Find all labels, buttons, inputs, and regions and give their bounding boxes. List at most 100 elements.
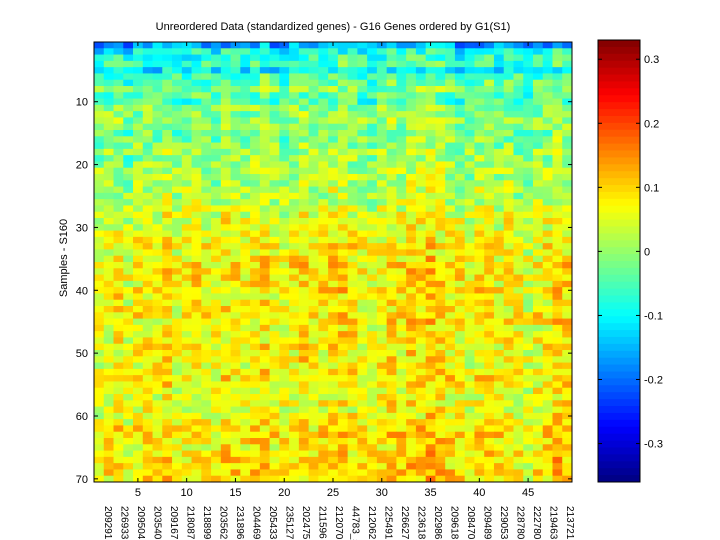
heatmap-cell bbox=[435, 375, 446, 382]
heatmap-cell bbox=[220, 469, 231, 477]
heatmap-cell bbox=[250, 218, 261, 225]
heatmap-cell bbox=[454, 337, 466, 345]
heatmap-cell bbox=[123, 350, 134, 357]
heatmap-cell bbox=[493, 54, 505, 62]
heatmap-cell bbox=[347, 199, 358, 206]
heatmap-cell bbox=[386, 218, 397, 225]
heatmap-cell bbox=[250, 54, 261, 62]
heatmap-cell bbox=[552, 180, 563, 187]
heatmap-cell bbox=[425, 180, 436, 187]
heatmap-cell bbox=[532, 444, 544, 451]
heatmap-cell bbox=[474, 331, 485, 338]
heatmap-cell bbox=[415, 148, 427, 156]
heatmap-cell bbox=[445, 42, 456, 49]
heatmap-cell bbox=[211, 218, 222, 225]
heatmap-cell bbox=[289, 337, 300, 345]
heatmap-cell bbox=[279, 218, 290, 225]
heatmap-cell bbox=[230, 431, 241, 439]
heatmap-cell bbox=[513, 444, 524, 451]
heatmap-cell bbox=[435, 268, 446, 275]
heatmap-cell bbox=[318, 98, 329, 106]
heatmap-cell bbox=[415, 362, 427, 370]
heatmap-cell bbox=[94, 255, 105, 263]
heatmap-cell bbox=[337, 161, 349, 169]
x-gene-label: 209504 bbox=[135, 506, 146, 540]
heatmap-cell bbox=[152, 92, 163, 99]
heatmap-cell bbox=[123, 167, 134, 175]
heatmap-cell bbox=[562, 155, 573, 162]
heatmap-cell bbox=[318, 142, 329, 150]
heatmap-cell bbox=[201, 400, 212, 407]
heatmap-cell bbox=[152, 161, 163, 169]
heatmap-cell bbox=[454, 199, 466, 206]
heatmap-cell bbox=[259, 394, 270, 401]
heatmap-cell bbox=[493, 155, 505, 162]
heatmap-cell bbox=[259, 475, 270, 483]
heatmap-cell bbox=[279, 324, 290, 332]
heatmap-cell bbox=[328, 104, 339, 112]
heatmap-cell bbox=[454, 324, 466, 332]
heatmap-cell bbox=[542, 287, 553, 294]
heatmap-cell bbox=[532, 425, 544, 433]
heatmap-cell bbox=[552, 419, 563, 426]
heatmap-cell bbox=[425, 400, 436, 407]
heatmap-cell bbox=[376, 324, 388, 332]
heatmap-cell bbox=[172, 67, 183, 74]
heatmap-cell bbox=[503, 324, 514, 332]
heatmap-cell bbox=[532, 224, 544, 231]
heatmap-cell bbox=[562, 98, 573, 106]
heatmap-cell bbox=[289, 362, 300, 370]
heatmap-cell bbox=[181, 199, 192, 206]
heatmap-cell bbox=[220, 280, 231, 288]
x-gene-label: 205433 bbox=[267, 506, 278, 540]
heatmap-cell bbox=[454, 67, 466, 74]
heatmap-cell bbox=[240, 104, 251, 112]
heatmap-cell bbox=[464, 155, 475, 162]
heatmap-cell bbox=[347, 142, 358, 150]
heatmap-cell bbox=[386, 104, 397, 112]
heatmap-cell bbox=[454, 312, 466, 319]
heatmap-cell bbox=[474, 456, 485, 464]
heatmap-cell bbox=[513, 205, 524, 213]
x-gene-label: 222780 bbox=[531, 506, 542, 540]
heatmap-cell bbox=[337, 60, 349, 68]
heatmap-cell bbox=[376, 362, 388, 370]
heatmap-cell bbox=[406, 318, 417, 326]
heatmap-cell bbox=[396, 104, 407, 112]
heatmap-cell bbox=[230, 249, 241, 257]
heatmap-cell bbox=[552, 199, 563, 206]
heatmap-cell bbox=[113, 54, 124, 62]
heatmap-cell bbox=[191, 274, 202, 282]
heatmap-cell bbox=[347, 230, 358, 238]
heatmap-cell bbox=[464, 211, 475, 219]
heatmap-cell bbox=[191, 450, 202, 458]
heatmap-cell bbox=[562, 161, 573, 169]
heatmap-cell bbox=[269, 431, 280, 439]
heatmap-cell bbox=[484, 155, 495, 162]
heatmap-cell bbox=[328, 54, 339, 62]
heatmap-cell bbox=[230, 450, 241, 458]
heatmap-cell bbox=[425, 155, 436, 162]
heatmap-cell bbox=[503, 419, 514, 426]
heatmap-cell bbox=[308, 262, 319, 269]
heatmap-cell bbox=[318, 463, 329, 470]
heatmap-cell bbox=[123, 312, 134, 319]
heatmap-cell bbox=[425, 406, 436, 414]
heatmap-cell bbox=[94, 456, 105, 464]
heatmap-cell bbox=[318, 155, 329, 162]
heatmap-cell bbox=[386, 148, 397, 156]
heatmap-cell bbox=[474, 463, 485, 470]
heatmap-cell bbox=[415, 86, 427, 93]
heatmap-cell bbox=[201, 419, 212, 426]
heatmap-cell bbox=[318, 306, 329, 313]
heatmap-cell bbox=[464, 117, 475, 125]
heatmap-cell bbox=[94, 186, 105, 194]
heatmap-cell bbox=[269, 142, 280, 150]
heatmap-cell bbox=[211, 167, 222, 175]
heatmap-cell bbox=[532, 130, 544, 137]
heatmap-cell bbox=[484, 73, 495, 81]
heatmap-cell bbox=[396, 463, 407, 470]
heatmap-cell bbox=[376, 86, 388, 93]
colorbar-segment bbox=[598, 440, 640, 448]
heatmap-cell bbox=[201, 192, 212, 200]
